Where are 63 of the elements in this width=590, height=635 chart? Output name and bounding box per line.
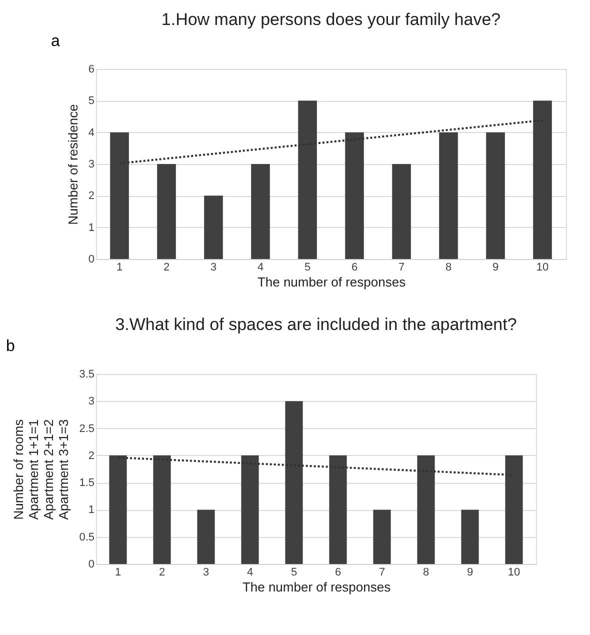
bar: [533, 100, 552, 259]
y-tick-label: 2: [88, 450, 94, 462]
bar: [439, 132, 458, 259]
bar: [373, 510, 391, 564]
bar: [153, 455, 171, 564]
x-tick-label: 7: [378, 566, 386, 578]
x-tick-label: 3: [202, 566, 210, 578]
x-axis-title: The number of responses: [257, 274, 406, 290]
x-tick-label: 8: [445, 262, 452, 274]
x-tick-label: 6: [351, 262, 358, 274]
bar: [345, 132, 364, 259]
bar: [251, 164, 270, 259]
bar: [285, 401, 303, 564]
x-tick-label: 2: [158, 566, 166, 578]
x-tick-label: 5: [304, 262, 311, 274]
chart-title: 3.What kind of spaces are included in the apartment?: [115, 315, 517, 334]
x-tick-label: 5: [290, 566, 298, 578]
x-tick-label: 9: [466, 566, 474, 578]
y-tick-label: 2: [88, 190, 94, 202]
x-tick-label: 10: [536, 262, 549, 274]
x-tick-label: 4: [257, 262, 264, 274]
x-tick-label: 2: [163, 262, 170, 274]
y-tick-label: 3: [88, 158, 94, 170]
x-tick-label: 1: [114, 566, 122, 578]
bar: [417, 455, 435, 564]
y-axis-title: Number of rooms Apartment 1+1=1 Apartment 2+1=2 Apartment 3+1=3: [11, 418, 72, 520]
bar: [204, 196, 223, 259]
x-tick-label: 9: [492, 262, 499, 274]
y-axis-title: Number of residence: [65, 104, 80, 225]
y-tick-label: 1: [88, 504, 94, 516]
bar: [329, 455, 347, 564]
y-tick-label: 1: [88, 222, 94, 234]
text: a: [51, 33, 60, 50]
text: b: [6, 338, 15, 355]
x-tick-label: 1: [116, 262, 123, 274]
y-tick-label: 0: [88, 254, 94, 266]
y-tick-label: 1.5: [79, 477, 94, 490]
y-tick-label: 3: [88, 396, 94, 408]
y-tick-label: 4: [88, 126, 94, 139]
bar: [505, 455, 523, 564]
x-tick-label: 7: [398, 262, 405, 274]
y-tick-label: 0: [88, 558, 94, 570]
bar: [197, 510, 215, 564]
bar: [486, 132, 505, 259]
x-tick-label: 8: [422, 566, 430, 578]
x-tick-label: 4: [246, 566, 254, 578]
bar: [109, 455, 127, 564]
y-tick-label: 0.5: [79, 531, 94, 544]
y-tick-label: 5: [88, 95, 94, 108]
y-tick-label: 2.5: [79, 422, 94, 435]
y-tick-label: 3.5: [79, 368, 94, 380]
x-tick-label: 6: [334, 566, 342, 578]
x-tick-label: 10: [508, 566, 520, 578]
bar: [157, 164, 176, 259]
x-tick-label: 3: [210, 262, 217, 274]
bar: [110, 132, 129, 259]
y-tick-label: 6: [88, 64, 94, 76]
x-axis-title: The number of responses: [242, 580, 392, 594]
bar: [241, 455, 259, 564]
bar: [298, 100, 317, 259]
bar: [461, 510, 479, 564]
chart-title: 1.How many persons does your family have?: [161, 10, 501, 29]
bar: [392, 164, 411, 259]
